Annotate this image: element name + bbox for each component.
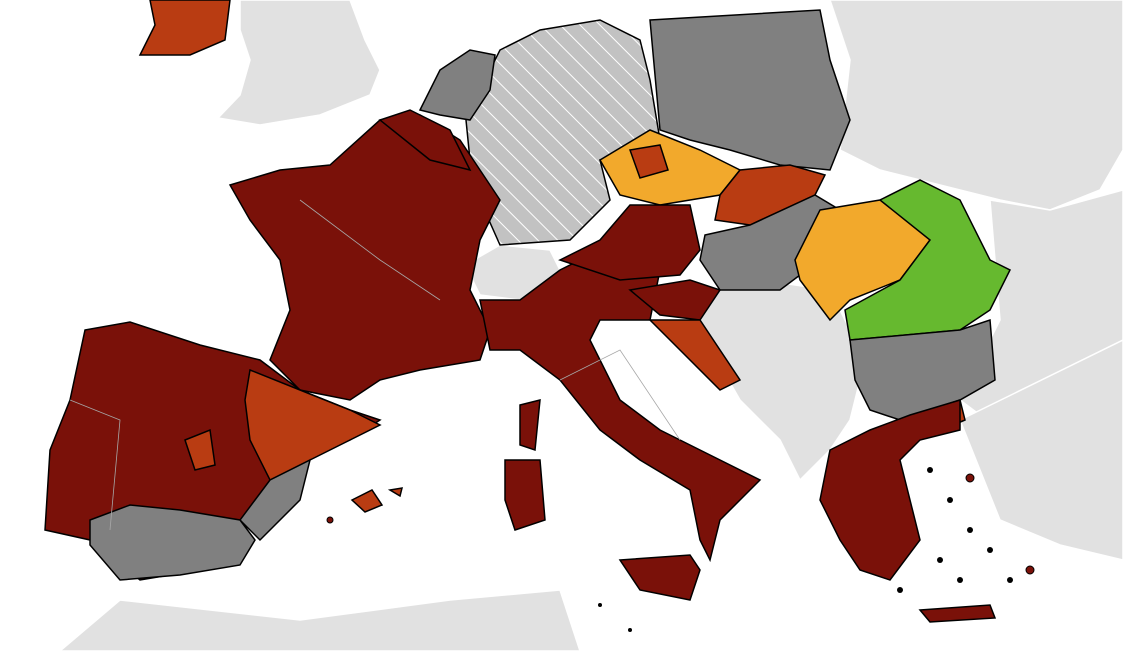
regions [44, 0, 1012, 623]
non-reporting-land [58, 0, 1123, 651]
islands [326, 467, 1035, 632]
